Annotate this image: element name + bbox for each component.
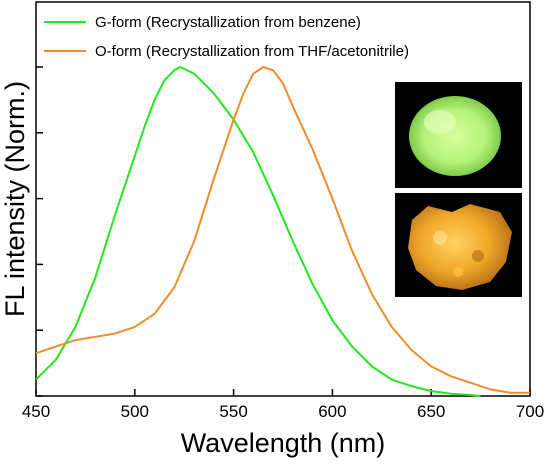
y-axis-title: FL intensity (Norm.) [0, 81, 30, 317]
legend-label-o-form: O-form (Recrystallization from THF/aceto… [95, 43, 409, 60]
x-axis-tick-labels: 450 500 550 600 650 700 [22, 402, 544, 421]
series-line-o-form [35, 66, 530, 394]
inset-photo-green-powder [395, 82, 522, 188]
x-tick-label: 700 [516, 402, 544, 421]
x-axis-title: Wavelength (nm) [181, 428, 386, 458]
legend: G-form (Recrystallization from benzene) … [44, 14, 409, 60]
x-tick-label: 650 [417, 402, 445, 421]
legend-label-g-form: G-form (Recrystallization from benzene) [95, 14, 361, 31]
x-tick-label: 450 [22, 402, 50, 421]
x-tick-label: 500 [121, 402, 149, 421]
inset-photo-orange-powder [395, 193, 522, 297]
x-tick-label: 600 [318, 402, 346, 421]
series-layer [35, 66, 530, 397]
x-tick-label: 550 [219, 402, 247, 421]
y-axis-ticks [36, 66, 43, 397]
